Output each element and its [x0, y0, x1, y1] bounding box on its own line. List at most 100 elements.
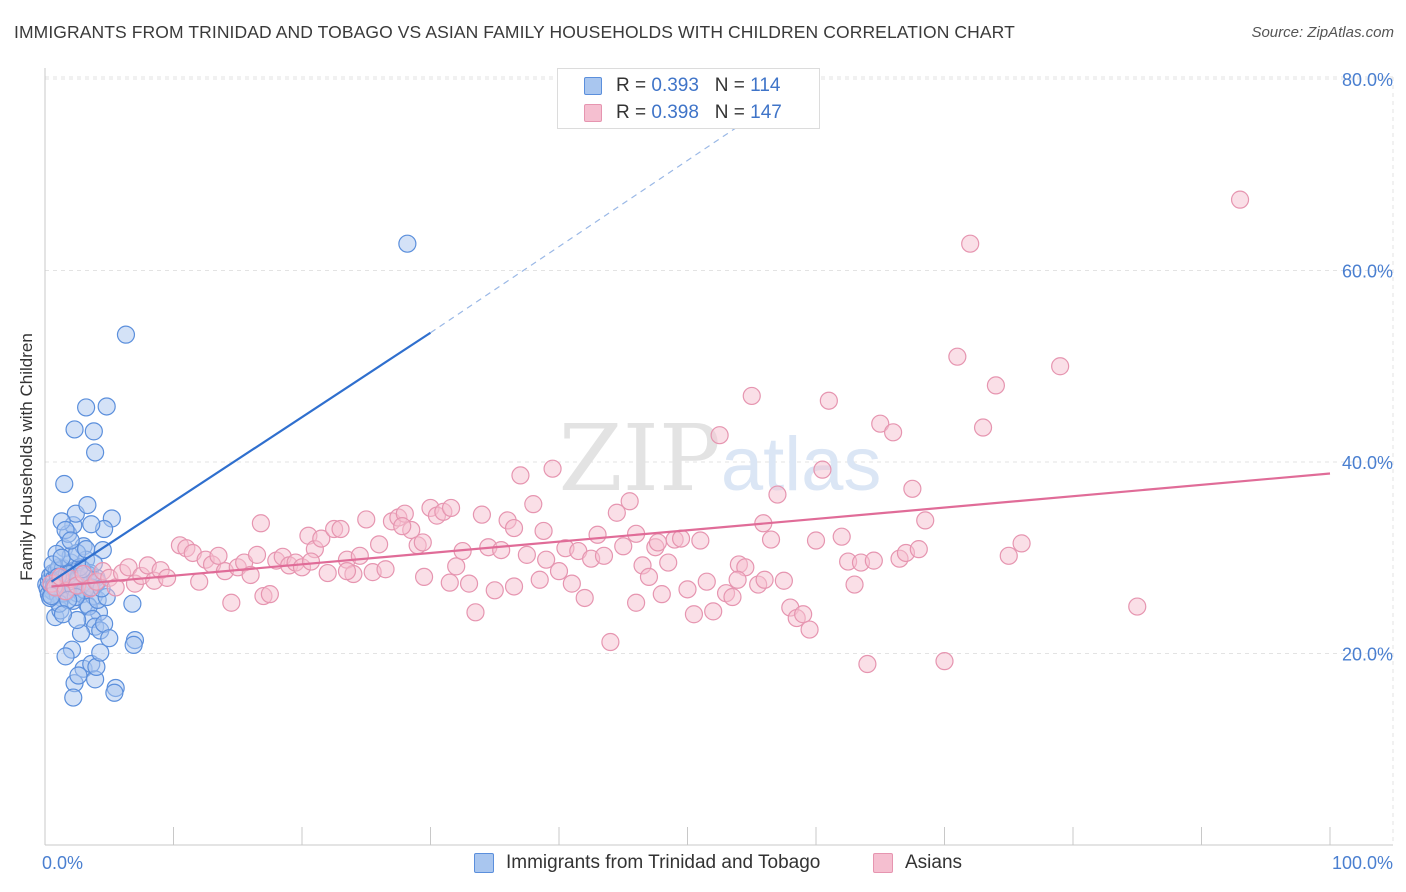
- data-point: [594, 546, 614, 565]
- data-point: [84, 422, 103, 441]
- data-point: [704, 602, 723, 621]
- data-point: [871, 414, 890, 433]
- data-point: [318, 563, 337, 583]
- data-point: [626, 593, 646, 612]
- legend-label-immigrants: Immigrants from Trinidad and Tobago: [506, 852, 821, 873]
- data-point: [312, 529, 331, 548]
- data-point: [251, 514, 270, 533]
- data-point: [124, 635, 143, 654]
- data-point: [530, 570, 549, 589]
- data-point: [742, 386, 761, 406]
- data-point: [116, 325, 136, 344]
- trend-line-immigrants-extension: [430, 116, 753, 334]
- data-point: [52, 548, 71, 567]
- legend-swatch-blue: [584, 77, 602, 95]
- data-point: [69, 666, 88, 685]
- data-point: [209, 546, 228, 565]
- data-point: [607, 503, 626, 522]
- stats-legend: R = 0.393 N = 114 R = 0.398 N = 147: [557, 68, 820, 129]
- data-point: [97, 397, 116, 416]
- data-point: [357, 510, 376, 529]
- data-point: [414, 567, 434, 587]
- data-point: [728, 570, 747, 589]
- axes: [44, 68, 1393, 846]
- data-point: [466, 603, 485, 622]
- data-point: [537, 550, 556, 569]
- data-point: [56, 647, 75, 666]
- data-point: [691, 531, 710, 550]
- data-point: [1128, 597, 1147, 616]
- data-point: [562, 574, 581, 593]
- data-point: [768, 485, 787, 504]
- data-point: [659, 553, 678, 572]
- data-point: [504, 577, 524, 596]
- data-point: [961, 234, 980, 253]
- data-point: [370, 535, 389, 554]
- y-tick-label: 60.0%: [1342, 262, 1393, 282]
- data-point: [671, 529, 691, 548]
- watermark: ZIPatlas: [559, 405, 882, 512]
- gridlines: [45, 76, 1394, 845]
- legend-r-value: 0.398: [651, 102, 699, 123]
- x-tick-label: 100.0%: [1332, 853, 1393, 873]
- data-point: [652, 585, 671, 604]
- data-point: [77, 398, 96, 417]
- data-point: [755, 570, 774, 589]
- data-point: [1012, 534, 1031, 553]
- data-point: [648, 533, 668, 552]
- data-point: [973, 418, 993, 437]
- data-point: [697, 572, 716, 591]
- data-point: [100, 629, 119, 648]
- data-point: [986, 376, 1006, 395]
- data-point: [948, 347, 967, 366]
- data-point: [845, 575, 864, 594]
- tick-labels: 20.0% 40.0% 60.0% 80.0% 0.0% 100.0%: [42, 70, 1393, 873]
- data-point: [260, 585, 279, 604]
- data-point: [588, 525, 607, 544]
- data-point: [678, 580, 697, 599]
- data-point: [601, 632, 620, 652]
- data-point: [858, 654, 877, 674]
- data-point: [376, 560, 395, 579]
- data-point: [916, 511, 935, 530]
- source-label: Source: ZipAtlas.com: [1251, 24, 1394, 41]
- data-point: [53, 605, 73, 624]
- legend-swatch-blue: [474, 853, 494, 873]
- data-point: [819, 391, 838, 410]
- trend-lines: [50, 116, 1331, 588]
- data-point: [800, 620, 819, 639]
- data-point: [91, 643, 110, 662]
- data-point: [614, 537, 633, 556]
- data-point: [903, 479, 922, 498]
- data-point: [119, 558, 138, 577]
- legend-label-asians: Asians: [905, 852, 963, 873]
- legend-r-value: 0.393: [651, 75, 699, 96]
- data-point: [190, 572, 209, 591]
- data-point: [549, 562, 569, 581]
- data-point: [575, 588, 594, 608]
- data-point: [485, 581, 504, 600]
- data-point: [440, 573, 459, 592]
- data-point: [774, 571, 793, 590]
- legend-swatch-pink: [873, 853, 893, 873]
- data-point: [517, 545, 536, 564]
- data-point: [331, 519, 350, 539]
- data-point: [222, 593, 241, 612]
- data-point: [447, 557, 466, 576]
- data-point: [65, 420, 84, 439]
- data-point: [393, 517, 412, 536]
- data-point: [105, 683, 124, 702]
- data-point: [864, 551, 883, 570]
- y-tick-label: 80.0%: [1342, 70, 1393, 90]
- data-point: [413, 533, 432, 552]
- series-immigrants-points: [37, 234, 417, 707]
- y-tick-label: 40.0%: [1342, 453, 1393, 473]
- data-point: [639, 567, 659, 587]
- data-point: [82, 515, 101, 534]
- data-point: [794, 605, 813, 624]
- data-point: [64, 688, 83, 707]
- data-point: [935, 652, 954, 671]
- data-point: [492, 540, 511, 560]
- x-tick-label: 0.0%: [42, 853, 83, 873]
- data-point: [999, 546, 1018, 565]
